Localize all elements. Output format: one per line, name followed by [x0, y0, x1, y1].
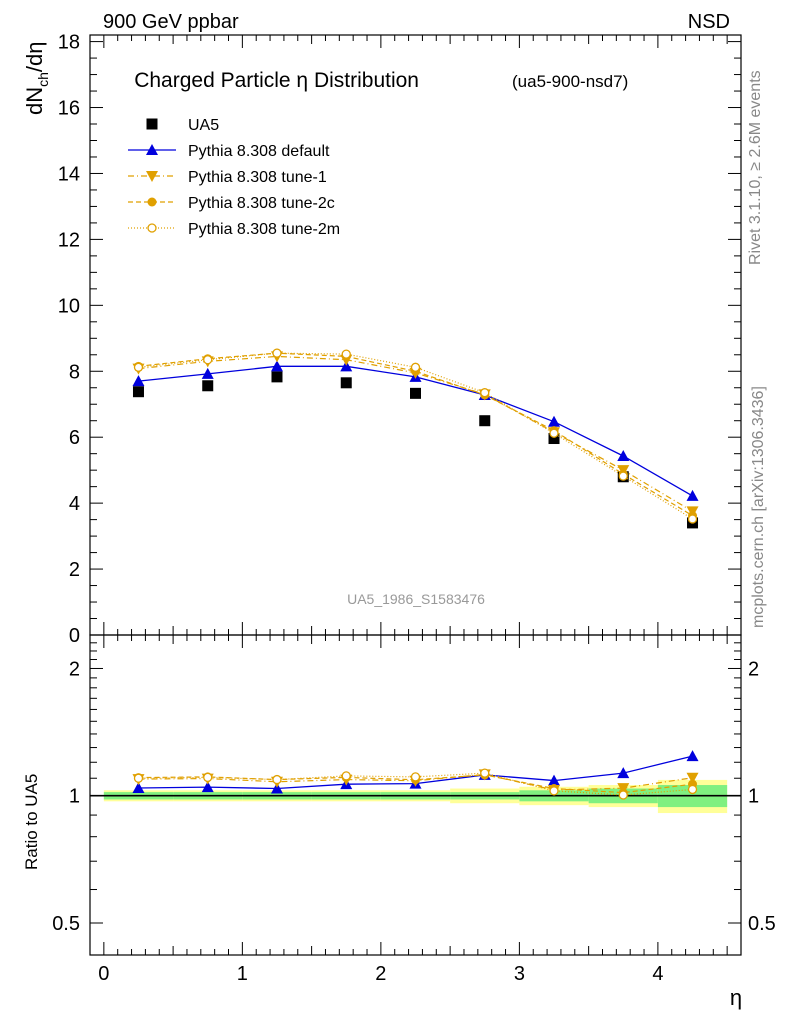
- main-data-point: [132, 386, 144, 398]
- main-y-tick-label: 6: [69, 427, 80, 449]
- legend-marker: [147, 223, 157, 233]
- main-default-line: [138, 365, 693, 497]
- main-data-point: [410, 387, 421, 399]
- ratio-default-point: [132, 782, 145, 794]
- ratio-tune2m-point: [203, 772, 213, 783]
- main-tune2c-line: [138, 352, 693, 517]
- top-series-layer: [132, 348, 699, 529]
- ratio-default-point: [201, 781, 214, 793]
- legend-marker: [146, 171, 158, 182]
- ratio-tune2m-point: [687, 784, 698, 795]
- ratio-tune2m-point: [272, 774, 282, 785]
- x-tick-label: 2: [375, 963, 386, 985]
- ratio-tune2m-point: [480, 768, 490, 778]
- main-panel: 0 2 4 6 8 10 12 14 16 18 Charged Particle η Distr…: [22, 32, 742, 647]
- main-default-point: [201, 367, 214, 379]
- main-y-tick-label: 10: [58, 295, 80, 317]
- x-axis-label: η: [730, 985, 742, 1010]
- ratio-tune2m-point: [618, 790, 628, 800]
- mcplots-label: mcplots.cern.ch [arXiv:1306.3436]: [750, 386, 767, 628]
- legend-label: Pythia 8.308 tune-2m: [188, 221, 340, 238]
- main-tune2m-point: [341, 349, 351, 359]
- ratio-y-tick-label: 1: [69, 786, 80, 808]
- main-tune2m-point: [480, 388, 490, 398]
- ratio-tune2m-point: [549, 786, 559, 796]
- main-y-tick-label: 18: [58, 32, 80, 54]
- ratio-y-tick-label-right: 1: [748, 786, 759, 808]
- legend-label: Pythia 8.308 tune-2c: [188, 195, 335, 212]
- main-default-point: [132, 375, 145, 387]
- x-tick-label: 1: [237, 963, 248, 985]
- ratio-y-axis-label: Ratio to UA5: [22, 774, 41, 870]
- legend-marker: [146, 118, 158, 130]
- ratio-y-tick-label: 0.5: [52, 913, 80, 935]
- main-tune2m-point: [410, 362, 421, 372]
- main-y-ticks: 0 2 4 6 8 10 12 14 16 18: [58, 32, 741, 647]
- plot-title: Charged Particle η Distribution: [134, 69, 419, 92]
- main-default-point: [270, 360, 283, 372]
- main-tune2m-point: [687, 514, 698, 524]
- main-x-ticks: [103, 35, 728, 635]
- ratio-tune2m-point: [410, 772, 421, 782]
- main-y-axis-label: dNch/dη: [22, 41, 51, 115]
- ratio-panel-frame: [89, 634, 742, 956]
- header-right: NSD: [688, 11, 730, 33]
- main-data-point: [202, 380, 214, 392]
- main-y-tick-label: 12: [58, 229, 80, 251]
- plot-subtitle: (ua5-900-nsd7): [512, 72, 628, 91]
- legend-label: Pythia 8.308 tune-1: [188, 169, 327, 186]
- main-y-tick-label: 2: [69, 559, 80, 581]
- legend: UA5 Pythia 8.308 default Pythia 8.308 tune…: [128, 117, 340, 238]
- legend-marker: [147, 197, 157, 207]
- ratio-default-point: [686, 750, 699, 762]
- ratio-series-layer: [132, 750, 699, 800]
- x-tick-label: 3: [514, 963, 525, 985]
- main-default-point: [548, 415, 561, 427]
- main-data-point: [548, 433, 560, 445]
- main-data-point: [340, 377, 352, 389]
- ratio-y-ticks: 0.5 0.5 1 1 2 2: [52, 642, 776, 935]
- rivet-label: Rivet 3.1.10, ≥ 2.6M events: [747, 70, 764, 265]
- main-y-tick-label: 16: [58, 98, 80, 120]
- ratio-default-point: [617, 767, 630, 779]
- x-tick-label: 0: [98, 963, 109, 985]
- legend-label: Pythia 8.308 default: [188, 143, 330, 160]
- main-default-point: [340, 360, 353, 372]
- main-default-point: [617, 449, 630, 461]
- ratio-tune2m-point: [133, 773, 144, 783]
- ratio-y-tick-label: 2: [69, 658, 80, 680]
- main-tune2m-point: [618, 471, 628, 481]
- main-data-point: [271, 371, 283, 383]
- x-tick-label: 4: [652, 963, 663, 985]
- main-y-tick-label: 0: [69, 625, 80, 647]
- ratio-default-point: [270, 782, 283, 794]
- ratio-default-point: [548, 774, 561, 786]
- ratio-y-tick-label-right: 0.5: [748, 913, 776, 935]
- main-tune2m-point: [272, 348, 282, 358]
- main-tune2m-point: [549, 428, 559, 438]
- main-tune2m-point: [133, 362, 144, 372]
- ratio-tune2m-point: [341, 771, 351, 781]
- ratio-tune2c-line: [138, 774, 693, 794]
- main-default-point: [686, 489, 699, 501]
- ratio-panel: 0.5 0.5 1 1 2 2 0 1 2 3 4 Ratio to UA5 η: [22, 634, 776, 1010]
- main-y-tick-label: 8: [69, 361, 80, 383]
- main-y-tick-label: 4: [69, 493, 80, 515]
- header-left: 900 GeV ppbar: [103, 11, 239, 33]
- main-y-tick-label: 14: [58, 163, 80, 185]
- legend-marker: [146, 144, 158, 155]
- legend-label: UA5: [188, 117, 219, 134]
- ratio-y-tick-label-right: 2: [748, 658, 759, 680]
- ratio-tune1-point: [686, 772, 699, 784]
- analysis-watermark: UA5_1986_S1583476: [347, 591, 485, 607]
- ratio-x-ticks: 0 1 2 3 4: [98, 635, 728, 985]
- main-tune2m-point: [203, 355, 213, 365]
- main-data-point: [479, 415, 491, 427]
